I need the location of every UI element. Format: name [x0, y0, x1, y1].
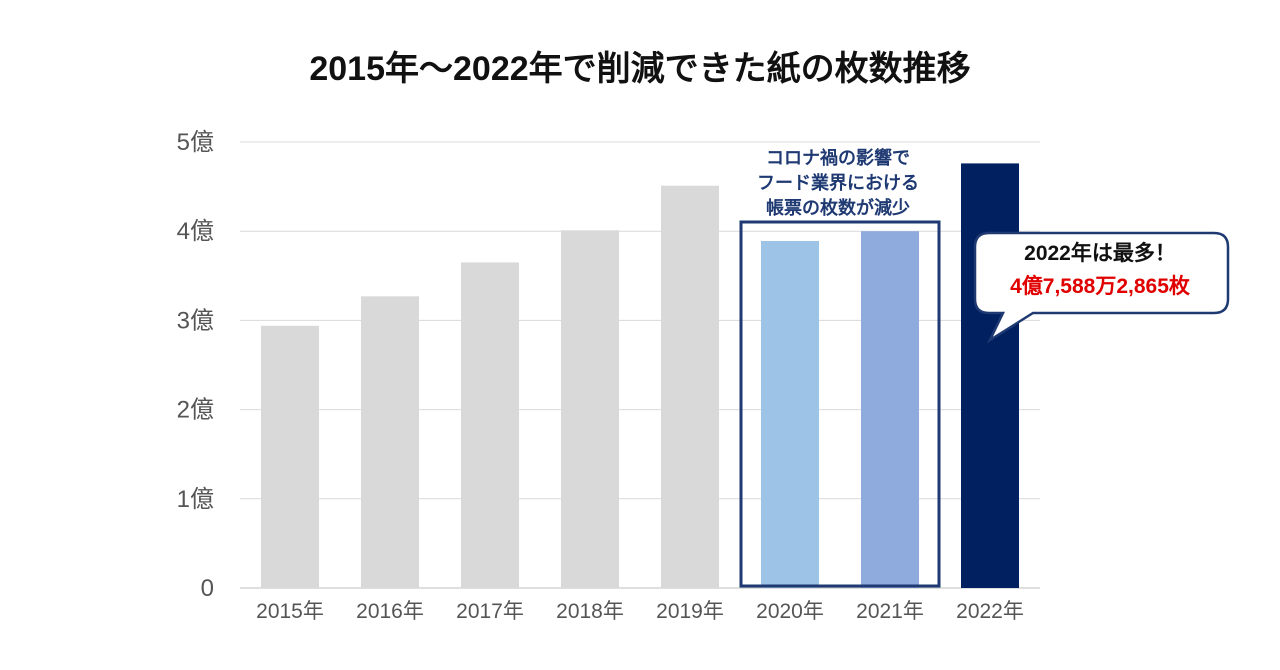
annotation-box — [739, 220, 941, 588]
annotation-line-1: コロナ禍の影響で — [766, 147, 910, 168]
bar — [361, 296, 419, 588]
y-tick-label: 1億 — [177, 486, 214, 513]
x-tick-label: 2020年 — [756, 600, 824, 623]
x-tick-label: 2017年 — [456, 600, 524, 623]
annotation-group: コロナ禍の影響で フード業界における 帳票の枚数が減少 — [739, 147, 941, 588]
callout-line-2: 4億7,588万2,865枚 — [1010, 274, 1191, 298]
gridlines — [240, 141, 1040, 589]
y-tick-label: 4億 — [177, 218, 214, 245]
callout-line-1: 2022年は最多！ — [1024, 241, 1176, 265]
bar — [661, 185, 719, 588]
callout-group: 2022年は最多！ 4億7,588万2,865枚 — [973, 231, 1230, 344]
callout-bubble — [973, 231, 1230, 344]
chart-title: 2015年～2022年で削減できた紙の枚数推移 — [309, 50, 970, 88]
y-tick-label: 0 — [201, 575, 214, 602]
bar — [461, 262, 519, 588]
bars — [261, 163, 1019, 589]
bar — [961, 163, 1019, 588]
bar — [861, 231, 919, 588]
x-tick-label: 2016年 — [356, 600, 424, 623]
bar — [261, 325, 319, 588]
bar — [761, 241, 819, 588]
bar — [561, 230, 619, 589]
x-tick-label: 2019年 — [656, 600, 724, 623]
y-axis-ticks: 0 1億 2億 3億 4億 5億 — [177, 129, 214, 602]
annotation-line-2: フード業界における — [757, 172, 919, 193]
x-tick-label: 2021年 — [856, 600, 924, 623]
x-tick-label: 2015年 — [256, 600, 324, 623]
x-axis-ticks: 2015年 2016年 2017年 2018年 2019年 2020年 2021年 2022年 — [256, 600, 1024, 623]
y-tick-label: 3億 — [177, 307, 214, 334]
x-tick-label: 2022年 — [956, 600, 1024, 623]
y-tick-label: 2億 — [177, 397, 214, 424]
x-tick-label: 2018年 — [556, 600, 624, 623]
annotation-line-3: 帳票の枚数が減少 — [766, 197, 910, 218]
y-tick-label: 5億 — [177, 129, 214, 156]
